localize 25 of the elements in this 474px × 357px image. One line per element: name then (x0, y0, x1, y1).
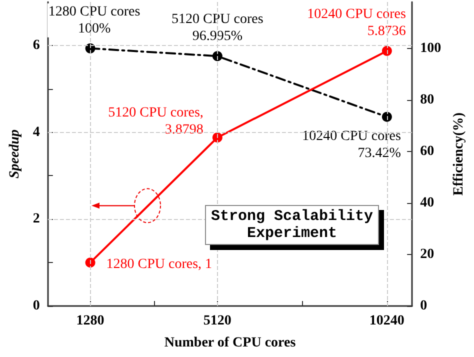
point (212, 51, 222, 62)
y2-tick-label: 100 (420, 40, 442, 56)
y2-tick-label: 40 (420, 195, 434, 210)
y-tick-label: 6 (32, 38, 40, 53)
data-label: 1280 CPU cores, 1 (106, 257, 212, 272)
y-axis-title: Speedup (8, 130, 22, 178)
y2-tick-label: 60 (420, 144, 434, 159)
y-tick-label: 0 (32, 298, 40, 314)
y2-tick-label: 80 (420, 92, 434, 108)
y2-axis-title: Efficiency(%) (452, 112, 466, 196)
x-tick-label: 10240 (369, 314, 404, 328)
point (382, 46, 392, 56)
data-label: 1280 CPU cores 100% (48, 4, 140, 36)
y2-tick-label: 20 (420, 246, 434, 262)
x-tick-label: 5120 (203, 314, 232, 328)
x-tick-label: 1280 (76, 314, 104, 328)
y-tick-label: 2 (32, 212, 40, 227)
data-label: 5120 CPU cores 96.995% (172, 12, 264, 44)
x-axis-title: Number of CPU cores (164, 336, 296, 350)
data-label: 10240 CPU cores 5.8736 (307, 6, 406, 39)
annotation: Strong Scalability Experiment (205, 205, 380, 245)
point (85, 258, 96, 268)
point (382, 112, 392, 122)
y-tick-label: 4 (32, 124, 40, 140)
y2-tick-label: 0 (420, 298, 428, 314)
